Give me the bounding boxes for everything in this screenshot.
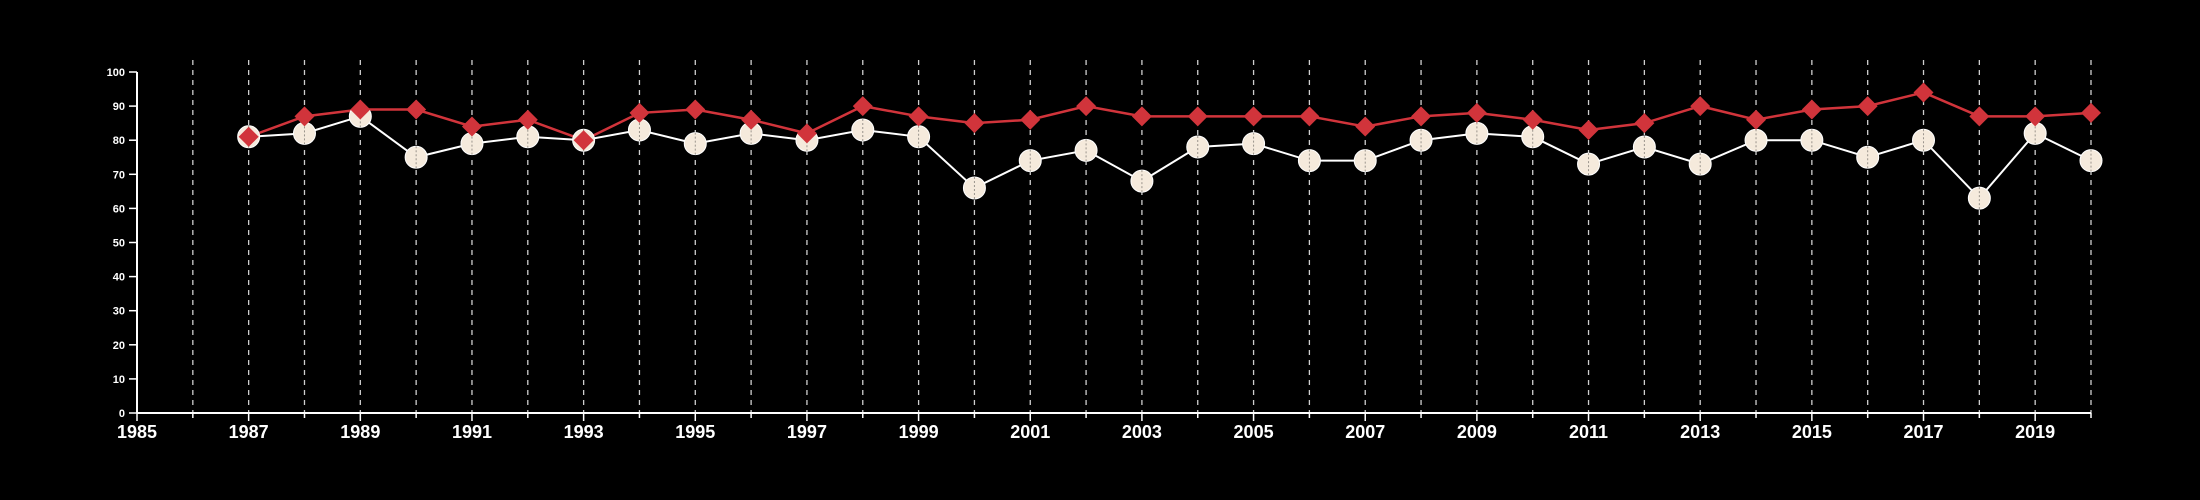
circle-point-1990 bbox=[404, 145, 428, 169]
x-tick-label-2017: 2017 bbox=[1903, 422, 1943, 442]
x-tick-label-1995: 1995 bbox=[675, 422, 715, 442]
diamond-point-1999 bbox=[908, 106, 929, 127]
diamond-point-2018 bbox=[1969, 106, 1990, 127]
circle-point-2014 bbox=[1744, 128, 1768, 152]
x-tick-label-2001: 2001 bbox=[1010, 422, 1050, 442]
circle-point-2002 bbox=[1074, 138, 1098, 162]
diamond-point-2015 bbox=[1801, 99, 1822, 120]
y-tick-label-40: 40 bbox=[113, 272, 125, 284]
series-red-line bbox=[248, 91, 2092, 142]
diamond-point-1990 bbox=[406, 99, 427, 120]
y-tick-label-50: 50 bbox=[113, 238, 125, 250]
circle-point-2012 bbox=[1632, 135, 1656, 159]
diamond-point-1989 bbox=[350, 99, 371, 120]
x-tick-label-1985: 1985 bbox=[117, 422, 157, 442]
circle-point-1999 bbox=[907, 125, 931, 149]
diamond-point-2001 bbox=[1020, 109, 1041, 130]
circle-point-2008 bbox=[1409, 128, 1433, 152]
circle-point-2020 bbox=[2079, 149, 2103, 173]
diamond-point-1987 bbox=[238, 126, 259, 147]
diamond-point-1998 bbox=[852, 96, 873, 117]
circle-point-2004 bbox=[1186, 135, 1210, 159]
circle-point-1995 bbox=[683, 132, 707, 156]
diamond-point-2010 bbox=[1522, 109, 1543, 130]
diamond-point-2007 bbox=[1355, 116, 1376, 137]
circle-point-2007 bbox=[1353, 149, 1377, 173]
series-cream-line bbox=[248, 115, 2092, 200]
diamond-point-1994 bbox=[629, 102, 650, 123]
circle-point-2018 bbox=[1967, 186, 1991, 210]
x-tick-label-1999: 1999 bbox=[899, 422, 939, 442]
series-markers bbox=[237, 82, 2103, 210]
y-tick-label-100: 100 bbox=[107, 67, 125, 79]
diamond-point-2008 bbox=[1411, 106, 1432, 127]
diamond-point-1991 bbox=[461, 116, 482, 137]
x-tick-label-1987: 1987 bbox=[229, 422, 269, 442]
vertical-gridlines bbox=[192, 60, 2092, 413]
diamond-point-2002 bbox=[1076, 96, 1097, 117]
y-tick-label-80: 80 bbox=[113, 135, 125, 147]
diamond-point-2009 bbox=[1466, 102, 1487, 123]
circle-point-1998 bbox=[851, 118, 875, 142]
diamond-point-2011 bbox=[1578, 119, 1599, 140]
diamond-point-2000 bbox=[964, 113, 985, 134]
x-tick-label-1991: 1991 bbox=[452, 422, 492, 442]
circle-point-2009 bbox=[1465, 121, 1489, 145]
diamond-point-1992 bbox=[517, 109, 538, 130]
x-tick-label-2015: 2015 bbox=[1792, 422, 1832, 442]
circle-point-2001 bbox=[1018, 149, 1042, 173]
diamond-point-2003 bbox=[1131, 106, 1152, 127]
diamond-point-2020 bbox=[2081, 102, 2101, 123]
circle-point-2017 bbox=[1912, 128, 1936, 152]
diamond-point-2014 bbox=[1746, 109, 1767, 130]
diamond-point-2013 bbox=[1690, 96, 1711, 117]
circle-point-2000 bbox=[962, 176, 986, 200]
y-tick-label-0: 0 bbox=[119, 408, 125, 420]
diamond-point-1988 bbox=[294, 106, 315, 127]
diamond-point-2017 bbox=[1913, 82, 1934, 103]
circle-point-2016 bbox=[1856, 145, 1880, 169]
axes: 0 10 20 30 40 50 60 70 80 90 100 1985 1987 1989 1991 19… bbox=[107, 67, 2092, 442]
circle-point-2005 bbox=[1242, 132, 1266, 156]
diamond-point-2006 bbox=[1299, 106, 1320, 127]
diamond-point-1995 bbox=[685, 99, 706, 120]
x-tick-label-1989: 1989 bbox=[340, 422, 380, 442]
y-tick-label-10: 10 bbox=[113, 374, 125, 386]
x-tick-label-1997: 1997 bbox=[787, 422, 827, 442]
diamond-point-2004 bbox=[1187, 106, 1208, 127]
diamond-point-2005 bbox=[1243, 106, 1264, 127]
x-tick-label-2011: 2011 bbox=[1569, 422, 1608, 442]
x-tick-label-2007: 2007 bbox=[1345, 422, 1385, 442]
x-tick-label-2009: 2009 bbox=[1457, 422, 1497, 442]
diamond-point-2016 bbox=[1857, 96, 1878, 117]
diamond-point-2019 bbox=[2025, 106, 2046, 127]
x-tick-label-1993: 1993 bbox=[564, 422, 604, 442]
series-lines bbox=[248, 91, 2092, 200]
y-tick-label-30: 30 bbox=[113, 306, 125, 318]
x-tick-label-2005: 2005 bbox=[1234, 422, 1274, 442]
x-tick-label-2003: 2003 bbox=[1122, 422, 1162, 442]
circle-point-2015 bbox=[1800, 128, 1824, 152]
diamond-point-2012 bbox=[1634, 113, 1655, 134]
diamond-point-1993 bbox=[573, 130, 594, 151]
y-tick-label-20: 20 bbox=[113, 340, 125, 352]
x-tick-label-2013: 2013 bbox=[1680, 422, 1720, 442]
circle-point-2006 bbox=[1297, 149, 1321, 173]
y-tick-label-60: 60 bbox=[113, 203, 125, 215]
diamond-point-1997 bbox=[796, 123, 817, 144]
circle-point-2013 bbox=[1688, 152, 1712, 176]
diamond-point-1996 bbox=[741, 109, 762, 130]
y-tick-label-70: 70 bbox=[113, 169, 125, 181]
x-tick-label-2019: 2019 bbox=[2015, 422, 2055, 442]
circle-point-2011 bbox=[1577, 152, 1601, 176]
circle-point-2003 bbox=[1130, 169, 1154, 193]
y-tick-label-90: 90 bbox=[113, 101, 125, 113]
